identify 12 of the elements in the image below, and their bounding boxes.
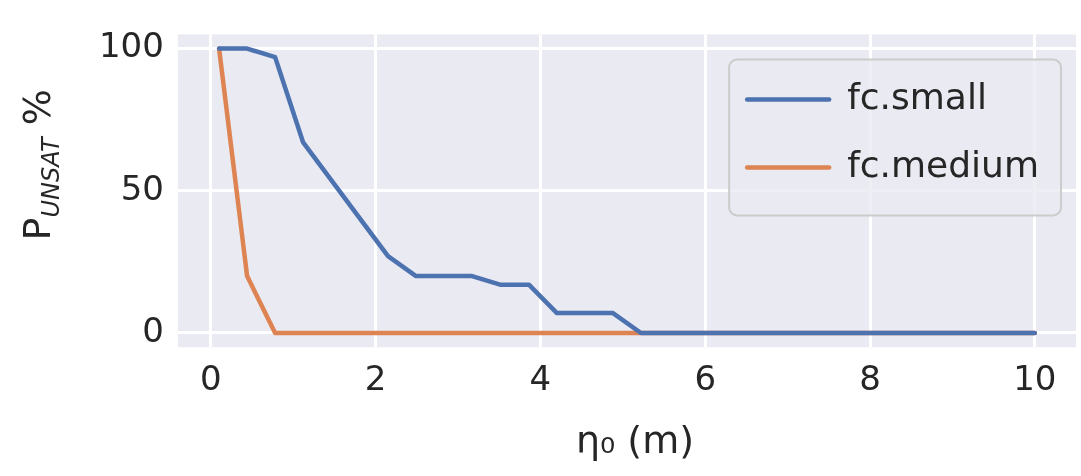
- x-tick-label: 2: [364, 358, 387, 399]
- y-tick-label: 100: [98, 25, 164, 66]
- x-tick-label: 0: [200, 358, 222, 399]
- y-tick-label: 0: [142, 309, 164, 350]
- legend-label: fc.small: [847, 75, 987, 117]
- legend-label: fc.medium: [847, 143, 1040, 185]
- x-axis-title: η₀ (m): [574, 418, 696, 462]
- x-tick-label: 6: [694, 358, 717, 399]
- x-tick-label: 8: [859, 358, 881, 399]
- y-tick-label: 50: [120, 167, 164, 208]
- x-tick-label: 10: [1013, 358, 1057, 399]
- x-tick-label: 4: [529, 358, 552, 399]
